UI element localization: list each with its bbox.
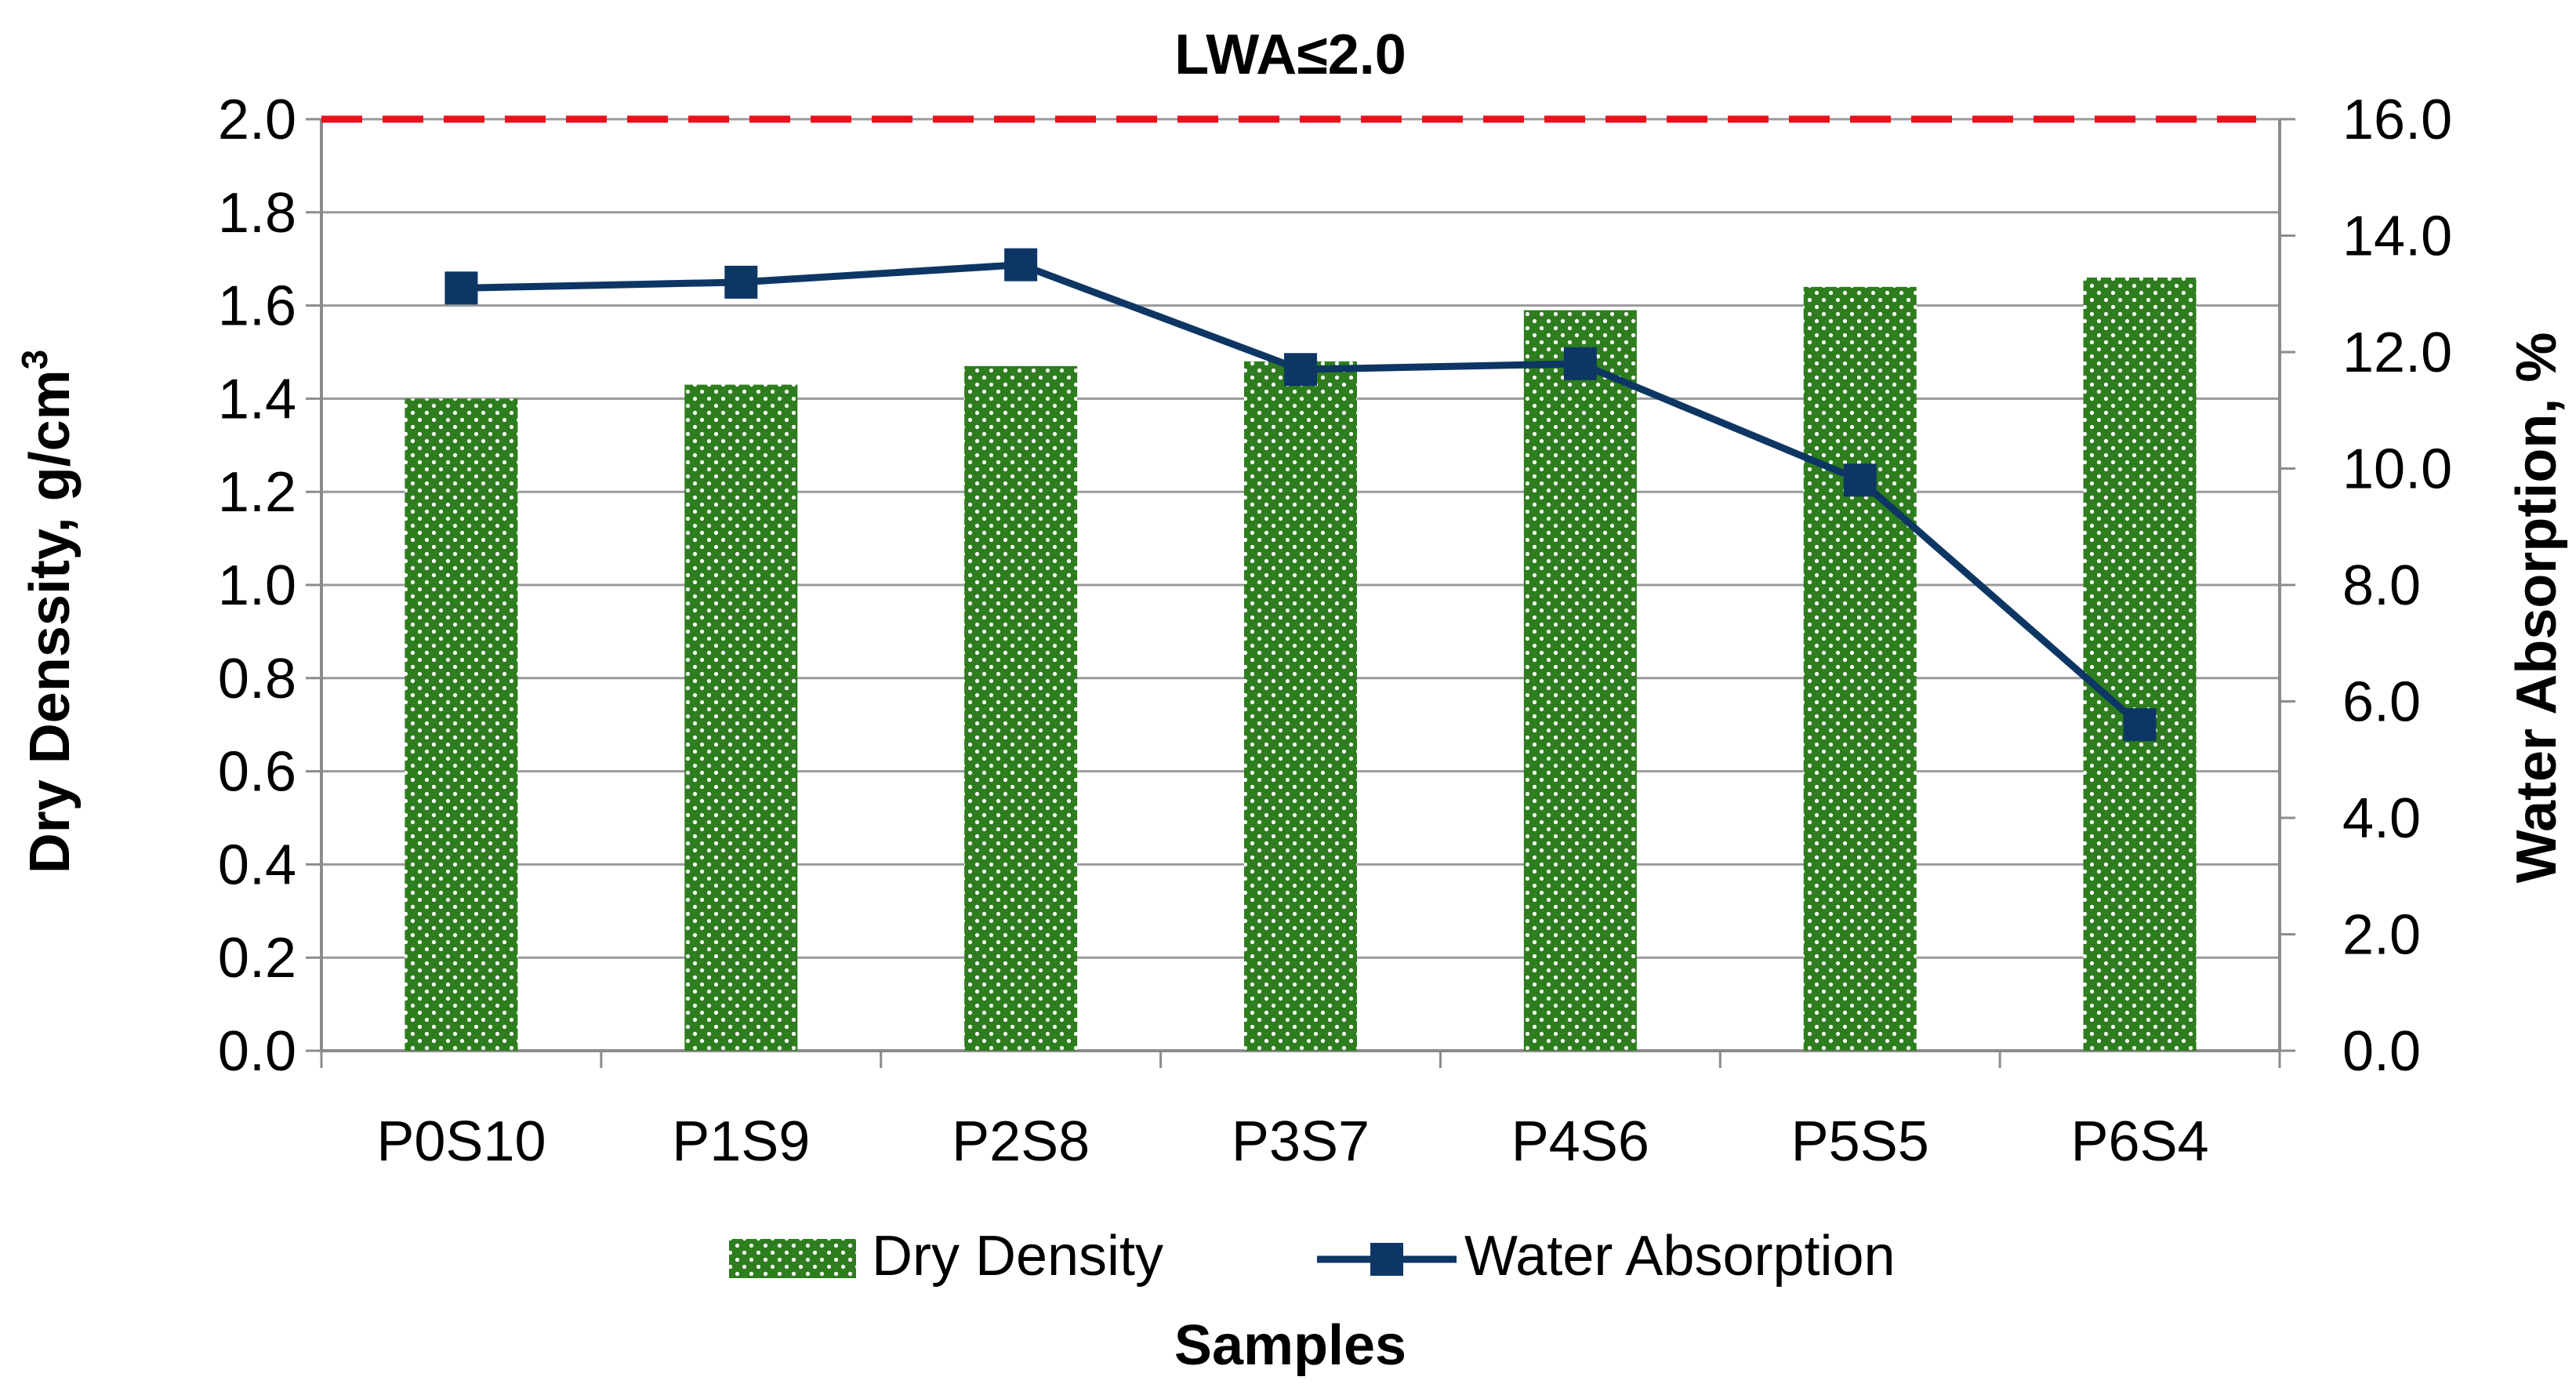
y-left-tick-label: 0.2: [218, 927, 296, 990]
bar-dry-density: [684, 384, 798, 1052]
y-axis-left-label-text: Dry Denssity, g/cm: [19, 369, 82, 874]
marker-water-absorption: [1563, 347, 1597, 380]
x-tick-label: P4S6: [1511, 1110, 1649, 1173]
x-tick-label: P2S8: [952, 1110, 1090, 1173]
y-axis-left-label-sup: 3: [14, 350, 55, 370]
y-right-tick-label: 16.0: [2342, 89, 2452, 151]
bar-dry-density: [2083, 277, 2197, 1052]
x-axis-label: Samples: [1174, 1314, 1406, 1377]
y-right-tick-label: 4.0: [2342, 787, 2421, 850]
chart-title: LWA≤2.0: [1174, 24, 1406, 86]
marker-water-absorption: [444, 271, 478, 305]
x-tick-label: P0S10: [376, 1110, 546, 1173]
marker-water-absorption: [1004, 248, 1038, 282]
y-left-tick-label: 2.0: [218, 89, 296, 151]
legend-label-water-absorption: Water Absorption: [1464, 1225, 1896, 1288]
x-tick-label: P6S4: [2071, 1110, 2209, 1173]
y-right-tick-label: 6.0: [2342, 671, 2421, 734]
bar-dry-density: [1523, 310, 1637, 1051]
bar-dry-density: [1803, 286, 1917, 1052]
marker-water-absorption: [1843, 463, 1877, 497]
y-left-tick-label: 1.0: [218, 554, 296, 617]
bar-dry-density: [964, 365, 1078, 1051]
x-tick-label: P1S9: [672, 1110, 810, 1173]
y-left-tick-label: 0.8: [218, 648, 296, 710]
y-right-tick-label: 0.0: [2342, 1020, 2421, 1083]
y-right-tick-label: 14.0: [2342, 205, 2452, 268]
legend-marker-water-absorption: [1370, 1243, 1403, 1276]
legend-label-dry-density: Dry Density: [872, 1225, 1163, 1288]
y-left-tick-label: 1.6: [218, 275, 296, 338]
x-tick-label: P5S5: [1791, 1110, 1929, 1173]
marker-water-absorption: [1284, 353, 1317, 387]
y-left-tick-label: 0.0: [218, 1020, 296, 1083]
y-left-tick-label: 1.4: [218, 368, 296, 430]
y-right-tick-label: 8.0: [2342, 554, 2421, 617]
bar-dry-density: [405, 398, 518, 1051]
x-tick-label: P3S7: [1232, 1110, 1370, 1173]
y-left-tick-label: 1.8: [218, 182, 296, 245]
y-left-tick-label: 0.6: [218, 741, 296, 804]
legend: Dry Density Water Absorption: [729, 1225, 1896, 1288]
legend-swatch-dry-density: [729, 1239, 856, 1278]
dry-density-bars: [405, 277, 2197, 1052]
water-absorption-series: [444, 248, 2157, 742]
y-axis-left-label: Dry Denssity, g/cm3: [14, 350, 82, 874]
bar-dry-density: [1244, 361, 1357, 1051]
y-left-tick-label: 0.4: [218, 834, 296, 896]
marker-water-absorption: [2123, 708, 2157, 742]
y-right-tick-label: 12.0: [2342, 321, 2452, 384]
y-right-tick-label: 2.0: [2342, 904, 2421, 967]
tick-labels: 0.0 0.2 0.4 0.6 0.8 1.0 1.2 1.4 1.6 1.8 2.0 0.0 2.0 4…: [218, 89, 2452, 1173]
y-axis-right-label: Water Absorption, %: [2505, 332, 2568, 884]
y-left-tick-label: 1.2: [218, 461, 296, 524]
marker-water-absorption: [724, 265, 758, 299]
y-right-tick-label: 10.0: [2342, 438, 2452, 501]
